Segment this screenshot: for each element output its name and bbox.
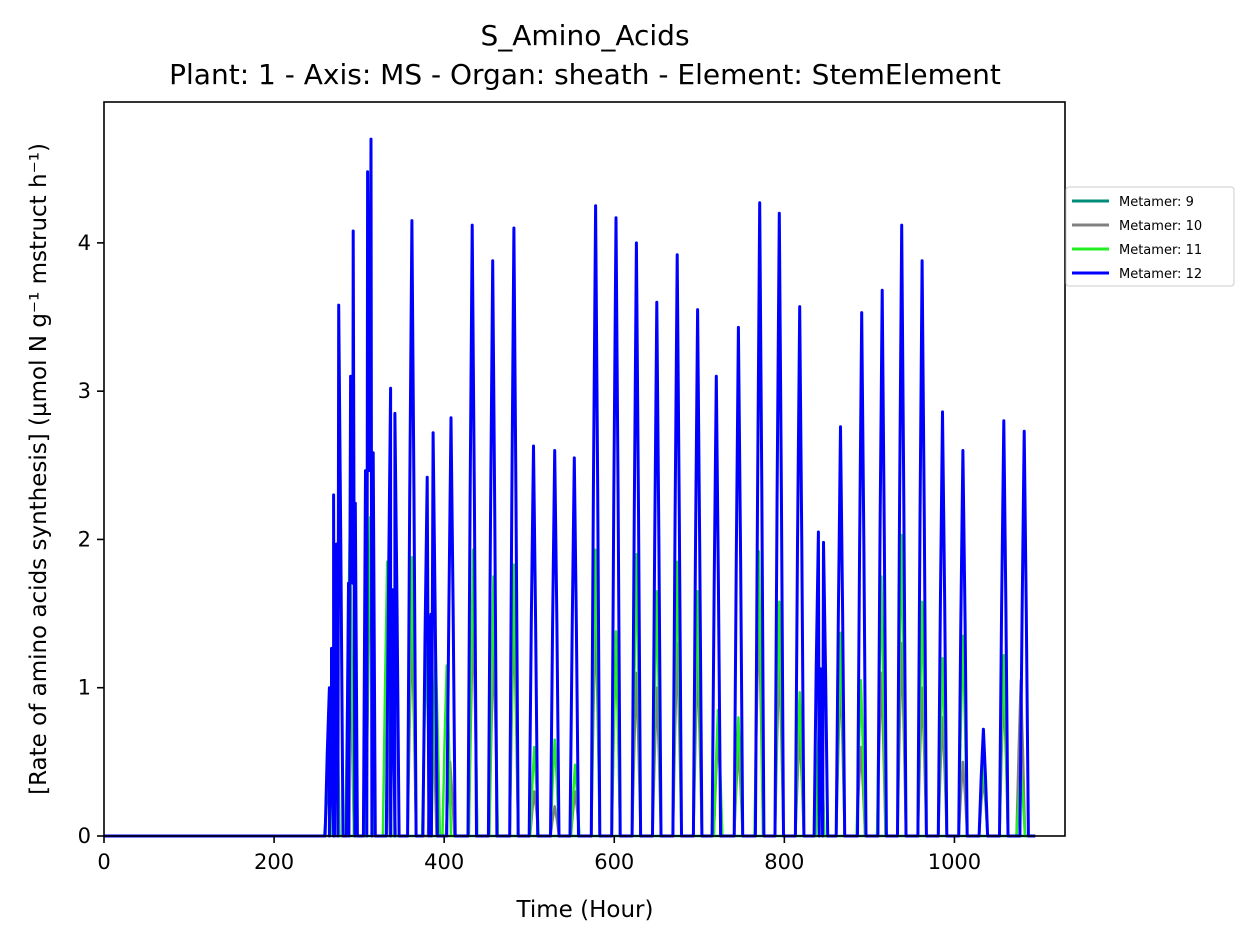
y-tick-label: 1 (78, 676, 91, 700)
y-tick-label: 0 (78, 824, 91, 848)
x-tick-label: 200 (254, 850, 294, 874)
legend: Metamer: 9 Metamer: 10 Metamer: 11 Metamer:… (1065, 186, 1235, 287)
chart-subtitle: Plant: 1 - Axis: MS - Organ: sheath - El… (169, 58, 1001, 91)
legend-label: Metamer: 11 (1119, 243, 1202, 258)
x-tick-label: 0 (97, 850, 110, 874)
x-tick-label: 400 (424, 850, 464, 874)
legend-label: Metamer: 9 (1119, 195, 1194, 210)
plot-frame (103, 101, 1066, 837)
y-tick-label: 4 (78, 231, 91, 255)
chart-title: S_Amino_Acids (480, 19, 689, 52)
x-tick-label: 600 (594, 850, 634, 874)
x-axis-label: Time (Hour) (516, 897, 654, 923)
x-axis: 0 200 400 600 800 1000 (97, 836, 981, 874)
legend-label: Metamer: 12 (1119, 267, 1202, 282)
legend-label: Metamer: 10 (1119, 219, 1202, 234)
x-tick-label: 1000 (928, 850, 981, 874)
y-axis: 0 1 2 3 4 (78, 231, 104, 848)
x-tick-label: 800 (764, 850, 804, 874)
y-tick-label: 3 (78, 379, 91, 403)
y-tick-label: 2 (78, 527, 91, 551)
legend-box (1065, 186, 1235, 287)
y-axis-label: [Rate of amino acids synthesis] (µmol N … (26, 143, 52, 795)
